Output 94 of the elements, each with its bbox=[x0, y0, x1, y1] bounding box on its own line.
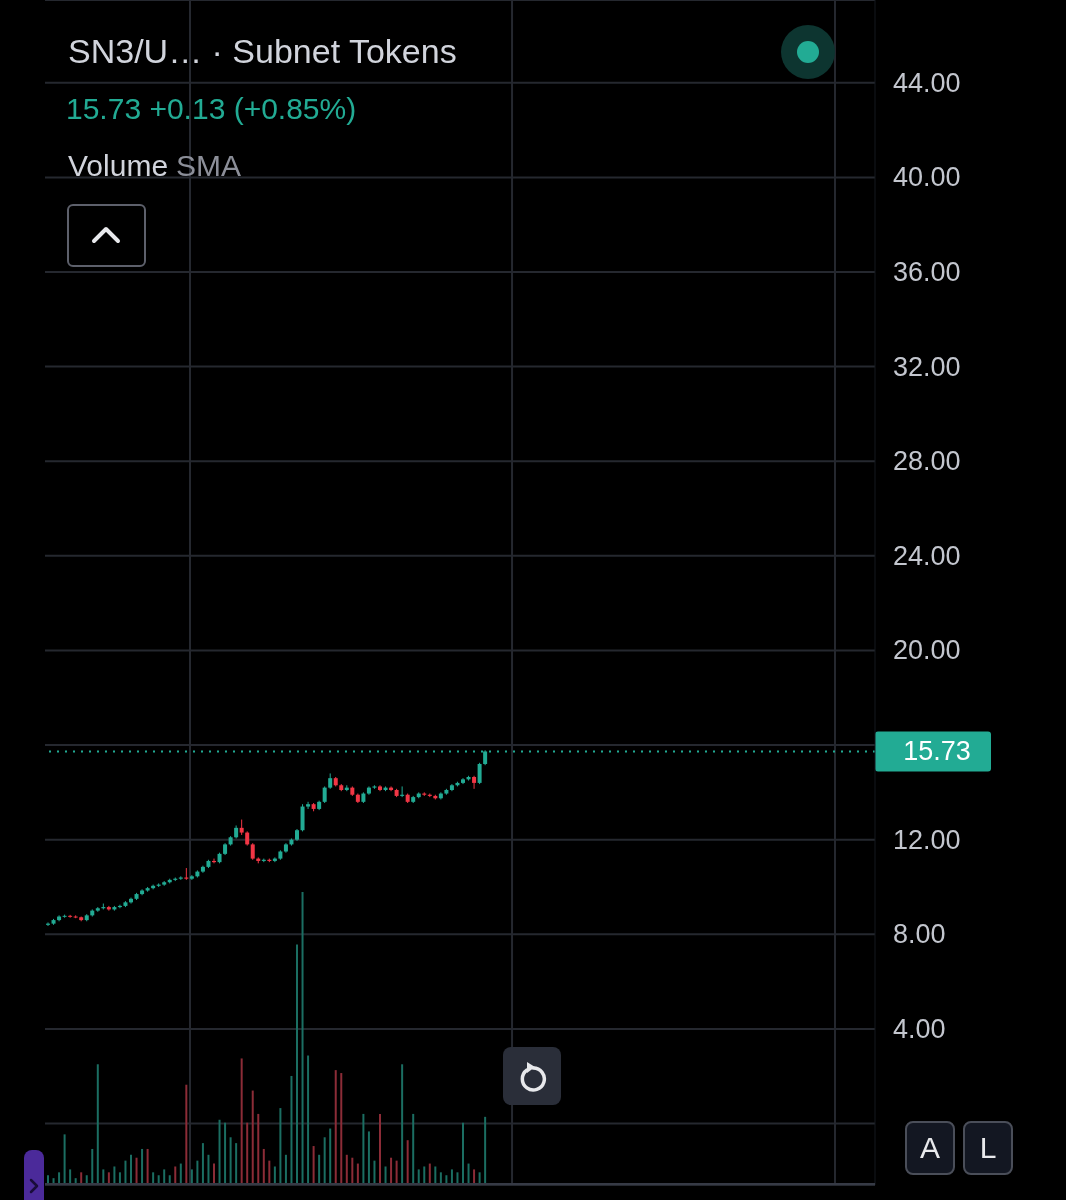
bar bbox=[124, 1160, 127, 1184]
bar bbox=[262, 1148, 265, 1184]
bar bbox=[290, 1075, 293, 1184]
bar bbox=[351, 1157, 354, 1184]
bar bbox=[224, 1122, 227, 1184]
bar bbox=[395, 1160, 398, 1184]
bar bbox=[401, 1064, 404, 1184]
bar bbox=[356, 1163, 359, 1184]
y-tick-label: 8.00 bbox=[893, 919, 946, 950]
bar bbox=[329, 1128, 332, 1184]
bar bbox=[279, 1108, 282, 1184]
bar bbox=[340, 1073, 343, 1184]
ref-line-label: 15.73 bbox=[903, 736, 971, 767]
y-tick-label: 12.00 bbox=[893, 824, 961, 855]
bar bbox=[384, 1166, 387, 1184]
bar bbox=[257, 1113, 260, 1184]
bar bbox=[130, 1154, 132, 1184]
bar bbox=[307, 1055, 310, 1184]
y-tick-label: 36.00 bbox=[893, 257, 961, 288]
bar bbox=[439, 1172, 442, 1184]
annotation: Volume bbox=[68, 149, 169, 182]
bar bbox=[462, 1122, 464, 1184]
bar bbox=[246, 1122, 249, 1184]
bar bbox=[373, 1160, 376, 1184]
y-tick-label: 24.00 bbox=[893, 540, 961, 571]
candlestick bbox=[68, 914, 73, 919]
bar bbox=[107, 1172, 110, 1184]
candlestick bbox=[300, 803, 305, 832]
bar bbox=[201, 1143, 204, 1184]
text: L bbox=[963, 1121, 1013, 1175]
y-tick-label: 44.00 bbox=[893, 67, 961, 98]
candlestick bbox=[477, 762, 482, 785]
bar bbox=[450, 1169, 453, 1184]
bar bbox=[152, 1172, 155, 1184]
bar bbox=[268, 1160, 271, 1184]
bar bbox=[185, 1084, 188, 1184]
bar bbox=[69, 1169, 72, 1184]
bar bbox=[362, 1113, 365, 1184]
bar bbox=[80, 1172, 83, 1184]
bar bbox=[467, 1163, 470, 1184]
bar bbox=[284, 1154, 287, 1184]
bar bbox=[345, 1154, 348, 1184]
bar bbox=[412, 1113, 415, 1184]
candlestick bbox=[472, 775, 477, 790]
candlestick bbox=[306, 801, 311, 810]
bar bbox=[251, 1090, 254, 1184]
text: A bbox=[905, 1121, 955, 1175]
bar bbox=[135, 1157, 138, 1184]
bar bbox=[301, 892, 304, 1184]
bar bbox=[174, 1166, 177, 1184]
bar bbox=[240, 1058, 243, 1184]
y-tick-label: 28.00 bbox=[893, 446, 961, 477]
y-tick-label: 40.00 bbox=[893, 162, 961, 193]
bar bbox=[367, 1131, 370, 1184]
bar bbox=[213, 1163, 215, 1184]
bar bbox=[190, 1169, 193, 1184]
bar bbox=[113, 1166, 116, 1184]
bar bbox=[428, 1163, 431, 1184]
bar bbox=[146, 1148, 149, 1184]
bar bbox=[91, 1148, 94, 1184]
bar bbox=[58, 1172, 61, 1184]
bar bbox=[478, 1172, 481, 1184]
bar bbox=[235, 1143, 238, 1184]
text: SN3/U… · Subnet Tokens bbox=[68, 32, 457, 71]
bar bbox=[296, 944, 298, 1184]
bar bbox=[318, 1154, 321, 1184]
bar bbox=[473, 1169, 476, 1184]
bar bbox=[273, 1166, 276, 1184]
y-tick-label: 20.00 bbox=[893, 635, 961, 666]
bar bbox=[423, 1166, 426, 1184]
bar bbox=[417, 1169, 420, 1184]
bar bbox=[379, 1113, 381, 1184]
bar bbox=[196, 1160, 199, 1184]
bar bbox=[163, 1169, 166, 1184]
bar bbox=[406, 1140, 409, 1184]
bar bbox=[102, 1169, 105, 1184]
bar bbox=[390, 1157, 393, 1184]
bar bbox=[207, 1154, 210, 1184]
bar bbox=[141, 1148, 144, 1184]
y-tick-label: 32.00 bbox=[893, 351, 961, 382]
bar bbox=[118, 1172, 121, 1184]
bar bbox=[323, 1137, 326, 1184]
bar bbox=[484, 1116, 487, 1184]
annotation: SMA bbox=[176, 149, 242, 182]
bar bbox=[96, 1064, 99, 1184]
bar bbox=[179, 1163, 182, 1184]
bar bbox=[229, 1137, 232, 1184]
bar bbox=[434, 1166, 437, 1184]
bar bbox=[218, 1119, 221, 1184]
bar bbox=[334, 1070, 337, 1184]
text: 15.73 +0.13 (+0.85%) bbox=[66, 92, 357, 126]
y-tick-label: 4.00 bbox=[893, 1013, 946, 1044]
bar bbox=[456, 1172, 459, 1184]
bar bbox=[312, 1146, 315, 1184]
